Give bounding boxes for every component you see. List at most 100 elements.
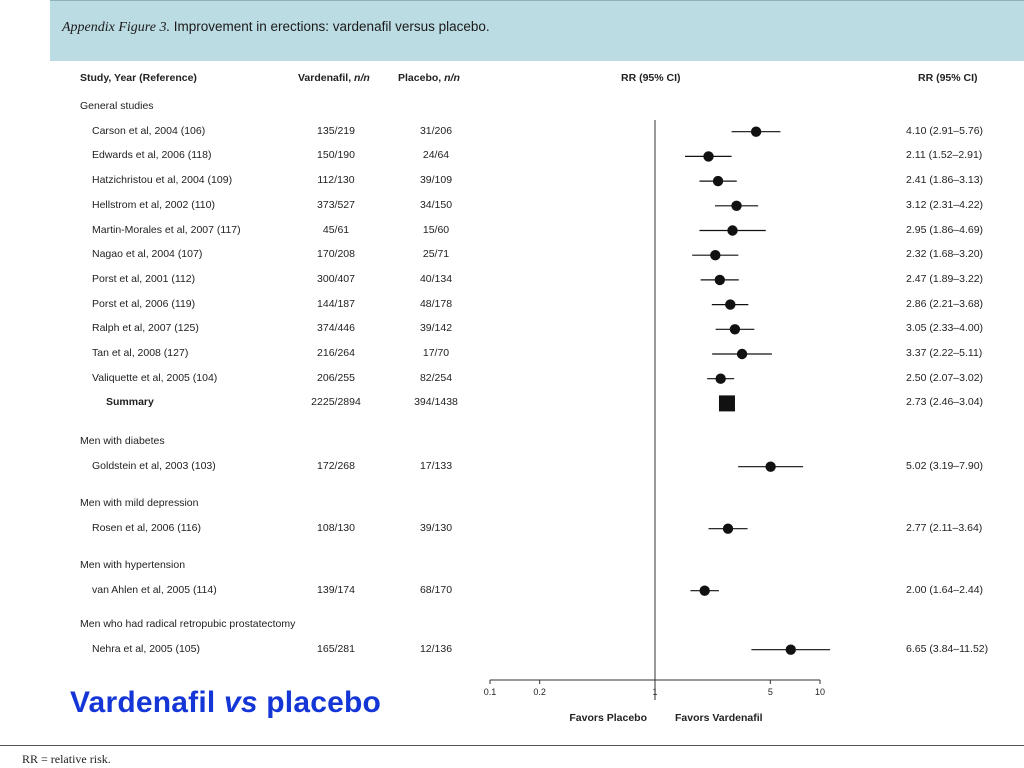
placebo-count: 17/133 bbox=[419, 459, 453, 472]
group-label: Men with mild depression bbox=[80, 497, 199, 509]
x-tick-label: 1 bbox=[652, 687, 657, 697]
rr-ci-text: 2.47 (1.89–3.22) bbox=[906, 272, 984, 285]
group-label: General studies bbox=[80, 100, 154, 112]
col-header-placebo: Placebo, n/n bbox=[398, 72, 460, 84]
overlay-title-main: Vardenafil bbox=[70, 686, 224, 719]
point-estimate-marker bbox=[785, 644, 796, 655]
rr-ci-text: 2.32 (1.68–3.20) bbox=[906, 248, 984, 261]
placebo-count: 15/60 bbox=[422, 223, 450, 236]
placebo-count: 17/70 bbox=[422, 347, 450, 359]
placebo-count: 82/254 bbox=[419, 371, 453, 384]
study-name: Goldstein et al, 2003 (103) bbox=[92, 459, 216, 472]
point-estimate-marker bbox=[725, 299, 736, 310]
placebo-count: 34/150 bbox=[419, 198, 453, 211]
point-estimate-marker bbox=[765, 461, 776, 472]
vardenafil-count: 170/208 bbox=[317, 248, 355, 261]
placebo-count: 12/136 bbox=[419, 642, 453, 655]
col-header-rr: RR (95% CI) bbox=[918, 72, 978, 84]
rr-ci-text: 3.05 (2.33–4.00) bbox=[906, 322, 984, 335]
vardenafil-count: 108/130 bbox=[317, 521, 355, 534]
vardenafil-count: 373/527 bbox=[317, 198, 355, 211]
vardenafil-count: 2225/2894 bbox=[311, 396, 361, 409]
rr-ci-text: 2.41 (1.86–3.13) bbox=[906, 174, 984, 187]
point-estimate-marker bbox=[750, 126, 762, 137]
summary-square-marker bbox=[718, 395, 735, 412]
favors-vardenafil-label: Favors Vardenafil bbox=[675, 712, 763, 724]
figure-title: Appendix Figure 3. Improvement in erecti… bbox=[62, 19, 490, 36]
placebo-count: 48/178 bbox=[419, 297, 453, 310]
point-estimate-marker bbox=[727, 225, 738, 236]
figure-title-lead: Appendix Figure 3. bbox=[62, 20, 170, 35]
overlay-title-tail: placebo bbox=[257, 686, 382, 719]
study-name: Hatzichristou et al, 2004 (109) bbox=[92, 174, 233, 187]
study-name: van Ahlen et al, 2005 (114) bbox=[92, 583, 217, 596]
vardenafil-count: 112/130 bbox=[317, 174, 355, 187]
study-name: Ralph et al, 2007 (125) bbox=[92, 322, 199, 335]
overlay-title: Vardenafil vs placebo bbox=[70, 686, 381, 720]
vardenafil-count: 150/190 bbox=[317, 149, 355, 162]
placebo-count: 25/71 bbox=[422, 248, 450, 261]
point-estimate-marker bbox=[722, 523, 734, 534]
x-tick-label: 0.1 bbox=[484, 687, 497, 697]
x-tick-label: 10 bbox=[815, 687, 825, 697]
point-estimate-marker bbox=[729, 324, 741, 335]
point-estimate-marker bbox=[736, 348, 748, 360]
rr-ci-text: 6.65 (3.84–11.52) bbox=[906, 642, 989, 655]
group-label: Men with diabetes bbox=[80, 435, 165, 447]
point-estimate-marker bbox=[715, 373, 726, 384]
group-label: Men with hypertension bbox=[80, 559, 186, 571]
vardenafil-count: 172/268 bbox=[317, 459, 355, 472]
rr-ci-text: 2.95 (1.86–4.69) bbox=[906, 223, 984, 236]
overlay-title-vs: vs bbox=[223, 686, 258, 719]
rr-ci-text: 4.10 (2.91–5.76) bbox=[906, 124, 984, 137]
study-name: Rosen et al, 2006 (116) bbox=[92, 521, 201, 534]
group-label: Men who had radical retropubic prostatec… bbox=[80, 618, 296, 630]
rr-ci-text: 2.50 (2.07–3.02) bbox=[906, 371, 984, 384]
placebo-count: 39/142 bbox=[419, 322, 453, 335]
placebo-count: 394/1438 bbox=[414, 396, 458, 409]
rr-ci-text: 2.00 (1.64–2.44) bbox=[906, 583, 984, 596]
placebo-count: 31/206 bbox=[419, 124, 453, 137]
study-name: Nagao et al, 2004 (107) bbox=[92, 248, 203, 261]
study-name: Nehra et al, 2005 (105) bbox=[92, 642, 200, 655]
study-name: Martin-Morales et al, 2007 (117) bbox=[92, 223, 241, 236]
point-estimate-marker bbox=[699, 585, 710, 596]
rr-ci-text: 2.11 (1.52–2.91) bbox=[906, 149, 983, 162]
study-name: Hellstrom et al, 2002 (110) bbox=[92, 198, 215, 211]
vardenafil-count: 206/255 bbox=[317, 371, 355, 384]
figure-title-text: Improvement in erections: vardenafil ver… bbox=[173, 19, 490, 34]
bottom-rule bbox=[0, 745, 1024, 746]
rr-ci-text: 3.37 (2.22–5.11) bbox=[906, 347, 983, 359]
summary-label: Summary bbox=[106, 396, 154, 409]
study-name: Edwards et al, 2006 (118) bbox=[92, 149, 212, 162]
col-header-study: Study, Year (Reference) bbox=[80, 72, 197, 84]
col-header-vardenafil: Vardenafil, n/n bbox=[298, 72, 370, 84]
rr-ci-text: 2.73 (2.46–3.04) bbox=[906, 396, 984, 409]
point-estimate-marker bbox=[731, 200, 742, 211]
rr-ci-text: 2.86 (2.21–3.68) bbox=[906, 297, 984, 310]
point-estimate-marker bbox=[703, 151, 714, 162]
favors-placebo-label: Favors Placebo bbox=[569, 712, 647, 724]
placebo-count: 39/109 bbox=[419, 174, 453, 187]
x-tick-label: 5 bbox=[768, 687, 773, 697]
point-estimate-marker bbox=[714, 274, 725, 286]
figure-header-band bbox=[50, 0, 1024, 61]
vardenafil-count: 300/407 bbox=[317, 272, 355, 285]
vardenafil-count: 165/281 bbox=[317, 642, 355, 655]
x-tick-label: 0.2 bbox=[533, 687, 546, 697]
study-name: Porst et al, 2006 (119) bbox=[92, 297, 196, 310]
vardenafil-count: 374/446 bbox=[317, 322, 355, 335]
forest-plot: 0.1 0.2 1 5 10 Favors Placebo Favors Vardenafi… bbox=[484, 120, 831, 724]
rr-ci-text: 2.77 (2.11–3.64) bbox=[906, 521, 983, 534]
point-estimate-marker bbox=[712, 175, 724, 187]
vardenafil-count: 45/61 bbox=[322, 223, 350, 236]
vardenafil-count: 144/187 bbox=[317, 297, 355, 310]
col-header-plot-rr: RR (95% CI) bbox=[621, 72, 681, 84]
vardenafil-count: 139/174 bbox=[317, 583, 355, 596]
placebo-count: 68/170 bbox=[419, 583, 453, 596]
placebo-count: 24/64 bbox=[422, 149, 450, 162]
vardenafil-count: 216/264 bbox=[317, 347, 355, 359]
study-name: Carson et al, 2004 (106) bbox=[92, 124, 206, 137]
footnote: RR = relative risk. bbox=[22, 752, 111, 766]
placebo-count: 39/130 bbox=[419, 521, 453, 534]
